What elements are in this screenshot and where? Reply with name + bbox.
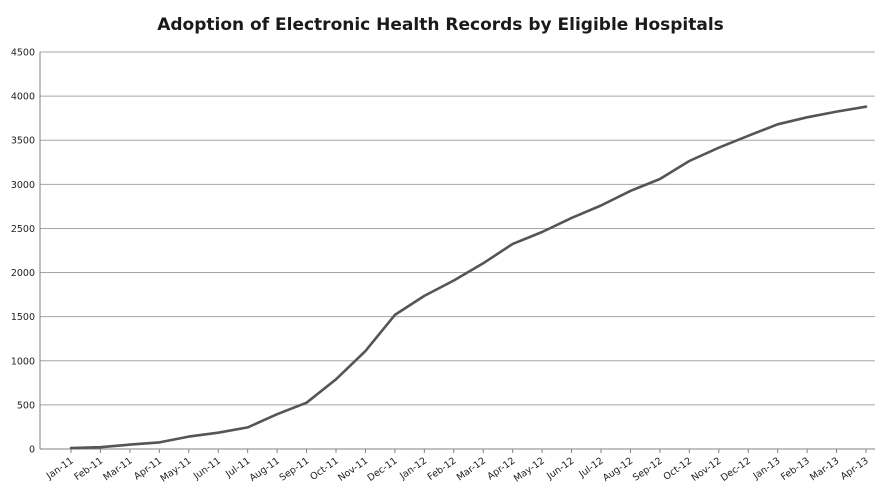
chart-title: Adoption of Electronic Health Records by… xyxy=(157,15,724,35)
x-tick-label: Dec-11 xyxy=(366,455,400,483)
x-tick-label: Feb-13 xyxy=(779,455,812,483)
y-axis-tick-labels: 0 500 1000 1500 2000 2500 3000 3500 4000 4500 xyxy=(11,48,35,456)
y-tick-label: 1500 xyxy=(11,312,35,323)
x-tick-label: Sep-12 xyxy=(631,455,665,483)
y-tick-label: 1000 xyxy=(11,356,35,367)
x-tick-label: Oct-12 xyxy=(662,455,694,482)
x-tick-label: Dec-12 xyxy=(719,455,753,483)
series-line xyxy=(69,105,868,450)
x-tick-label: Nov-11 xyxy=(336,455,370,483)
x-tick-label: Jun-12 xyxy=(544,455,576,482)
y-tick-label: 4000 xyxy=(11,92,35,103)
x-tick-label: Aug-12 xyxy=(601,455,635,484)
x-tick-label: Jun-11 xyxy=(191,455,223,482)
x-tick-label: Feb-11 xyxy=(72,455,105,483)
x-tick-label: Mar-11 xyxy=(101,455,134,483)
axes xyxy=(39,52,875,453)
x-tick-label: Mar-12 xyxy=(455,455,488,483)
y-tick-label: 0 xyxy=(29,445,35,456)
x-tick-label: Mar-13 xyxy=(808,455,841,483)
y-tick-label: 2000 xyxy=(11,268,35,279)
x-tick-label: Jan-12 xyxy=(397,455,429,482)
y-tick-label: 2500 xyxy=(11,224,35,235)
x-tick-label: Jan-13 xyxy=(751,455,783,482)
series xyxy=(69,105,868,450)
x-tick-label: Apr-12 xyxy=(485,455,517,482)
x-tick-label: May-11 xyxy=(159,455,194,484)
x-tick-label: May-12 xyxy=(512,455,547,484)
y-tick-label: 3500 xyxy=(11,136,35,147)
y-tick-label: 500 xyxy=(17,400,35,411)
x-tick-label: Apr-11 xyxy=(132,455,164,482)
x-tick-label: Oct-11 xyxy=(308,455,340,482)
gridlines xyxy=(40,51,875,406)
x-tick-label: Feb-12 xyxy=(426,455,459,483)
x-tick-label: Apr-13 xyxy=(839,455,871,482)
x-tick-label: Sep-11 xyxy=(278,455,312,483)
x-tick-label: Jan-11 xyxy=(44,455,76,482)
y-tick-label: 3000 xyxy=(11,180,35,191)
x-tick-label: Nov-12 xyxy=(689,455,723,483)
y-tick-label: 4500 xyxy=(11,48,35,59)
x-tick-label: Aug-11 xyxy=(248,455,282,484)
